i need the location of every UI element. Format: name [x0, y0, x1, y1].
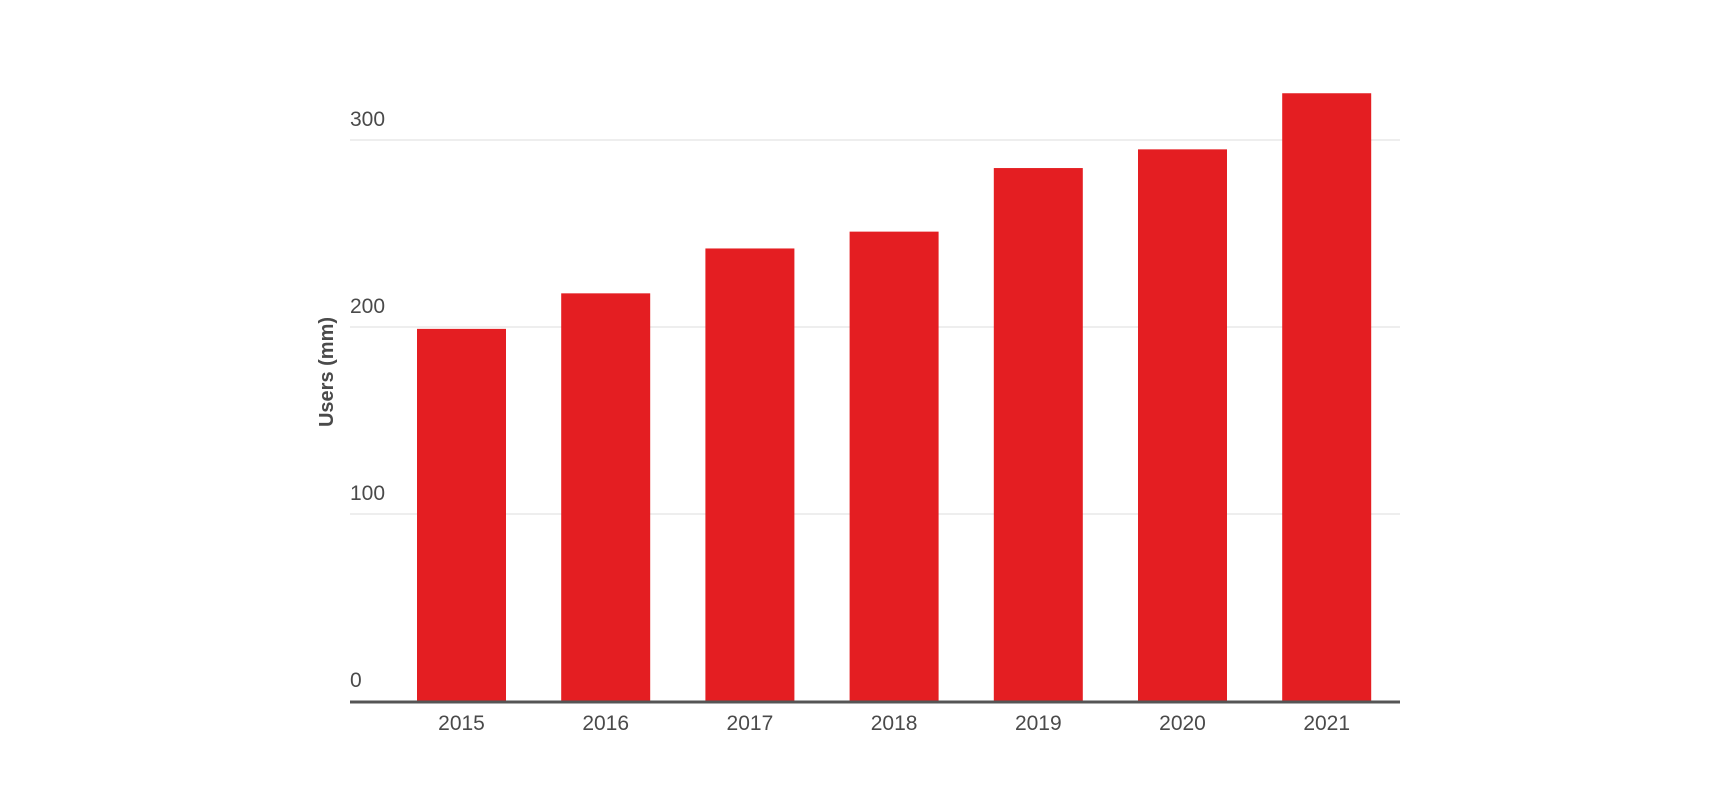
- bar-2020: [1138, 149, 1227, 702]
- bar-2021: [1282, 93, 1372, 701]
- x-tick-label: 2018: [871, 712, 918, 735]
- bar-2016: [561, 293, 651, 701]
- y-tick-label: 0: [350, 669, 362, 692]
- x-tick-label: 2020: [1159, 712, 1206, 735]
- y-tick-label: 100: [350, 482, 385, 505]
- x-tick-label: 2016: [582, 712, 629, 735]
- y-tick-label: 300: [350, 108, 385, 131]
- bar-2015: [417, 328, 506, 701]
- x-tick-label: 2017: [727, 712, 774, 735]
- bar-2018: [849, 231, 939, 701]
- x-tick-label: 2015: [438, 712, 485, 735]
- bars: [417, 93, 1372, 702]
- x-tick-label: 2019: [1015, 712, 1062, 735]
- bar-2017: [705, 248, 795, 701]
- x-tick-labels: 2015 2016 2017 2018 2019 2020 2021: [438, 712, 1350, 735]
- y-tick-labels: 0 100 200 300: [350, 108, 385, 692]
- y-axis-label: Users (mm): [316, 317, 338, 427]
- bar-2019: [993, 168, 1083, 702]
- y-tick-label: 200: [350, 295, 385, 318]
- x-tick-label: 2021: [1303, 712, 1350, 735]
